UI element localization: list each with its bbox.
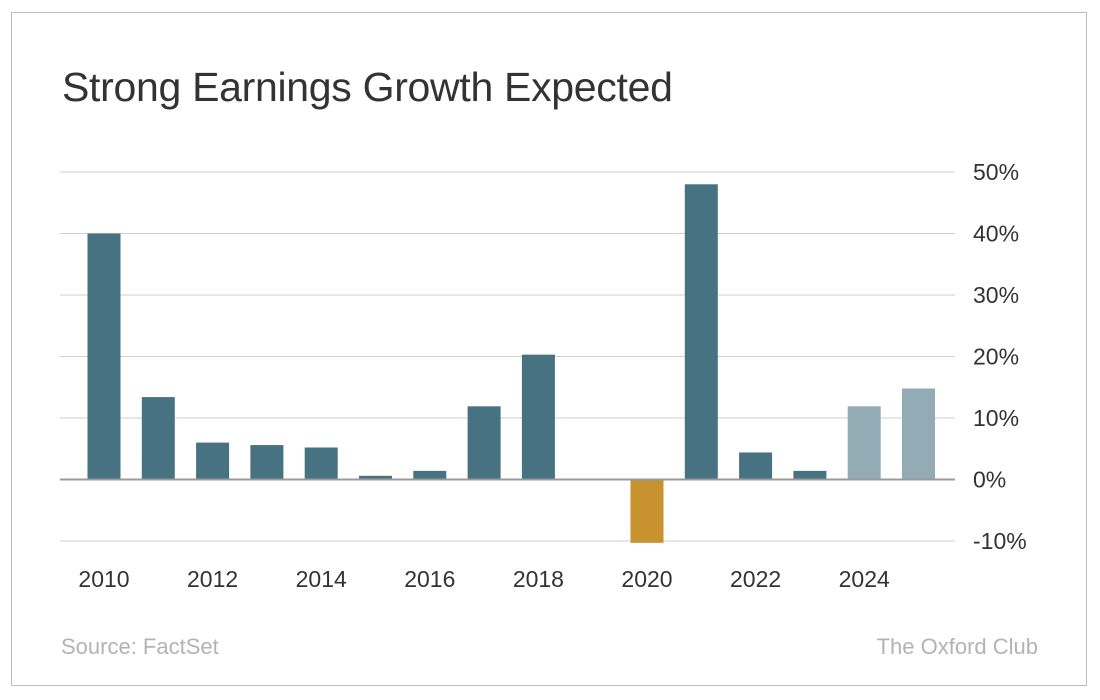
x-tick-label: 2010 <box>78 566 129 592</box>
bars <box>87 184 935 543</box>
bar-2011 <box>141 397 175 480</box>
bar-2018 <box>521 354 555 480</box>
x-tick-label: 2024 <box>839 566 890 592</box>
bar-2017 <box>467 406 501 480</box>
y-tick-label: -10% <box>973 528 1027 554</box>
bar-2016 <box>413 470 447 480</box>
source-note: Source: FactSet <box>61 634 219 659</box>
y-tick-label: 40% <box>973 221 1019 247</box>
x-tick-label: 2018 <box>513 566 564 592</box>
x-tick-label: 2020 <box>621 566 672 592</box>
bar-2021 <box>684 184 718 480</box>
x-tick-label: 2016 <box>404 566 455 592</box>
bar-2025 <box>902 388 935 480</box>
bar-2010 <box>87 233 121 480</box>
bar-2023 <box>793 470 827 480</box>
x-tick-label: 2014 <box>296 566 347 592</box>
y-tick-label: 30% <box>973 282 1019 308</box>
bar-2022 <box>739 452 773 480</box>
y-tick-label: 20% <box>973 344 1019 370</box>
bar-2012 <box>196 442 230 480</box>
y-tick-label: 10% <box>973 405 1019 431</box>
grid-lines <box>60 171 955 542</box>
bar-2020 <box>630 479 664 543</box>
bar-2013 <box>250 445 284 480</box>
y-tick-label: 0% <box>973 467 1006 493</box>
bar-2024 <box>847 406 881 480</box>
brand-name: The Oxford Club <box>876 634 1038 659</box>
chart-card <box>11 12 1087 686</box>
chart-title: Strong Earnings Growth Expected <box>62 64 673 110</box>
x-axis-tick-labels: 2010 2012 2014 2016 2018 2020 2022 2024 <box>78 566 890 592</box>
y-tick-label: 50% <box>973 159 1019 185</box>
y-axis-tick-labels: 50% 40% 30% 20% 10% 0% -10% <box>973 159 1027 554</box>
x-tick-label: 2012 <box>187 566 238 592</box>
bar-2015 <box>359 475 392 480</box>
bar-2014 <box>304 447 338 480</box>
x-tick-label: 2022 <box>730 566 781 592</box>
